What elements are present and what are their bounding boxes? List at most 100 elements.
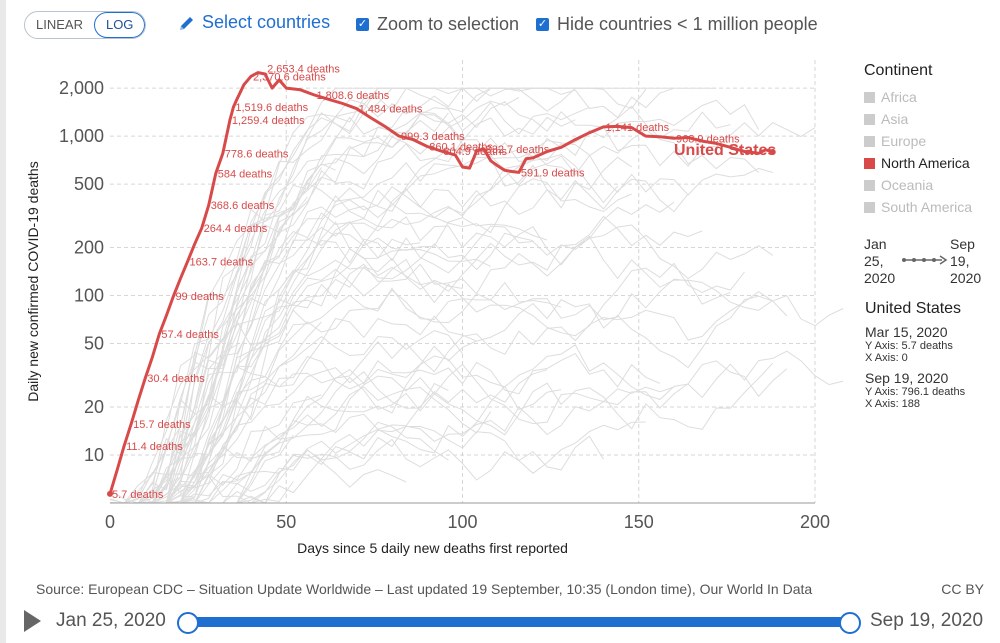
play-icon[interactable] bbox=[24, 610, 41, 632]
data-label: 1,808.6 deaths bbox=[316, 90, 389, 102]
legend-item[interactable]: Asia bbox=[864, 108, 994, 130]
x-tick-label: 100 bbox=[447, 512, 477, 532]
x-tick-label: 200 bbox=[800, 512, 830, 532]
background-country-line bbox=[110, 224, 773, 504]
zoom-to-selection-checkbox[interactable]: ✓ Zoom to selection bbox=[356, 14, 519, 35]
data-label: 5.7 deaths bbox=[112, 489, 164, 501]
license-link[interactable]: CC BY bbox=[941, 581, 984, 597]
range-end-date: Sep 19, 2020 bbox=[950, 236, 982, 286]
background-country-line bbox=[110, 178, 632, 504]
legend-label: Europe bbox=[881, 133, 927, 149]
chart-area: 10 20 50 100 200 500 1,000 2,000 0 50 100 150 200 Day… bbox=[25, 60, 844, 556]
data-label: 2,653.4 deaths bbox=[267, 64, 340, 76]
series-info-panel: United States Mar 15, 2020 Y Axis: 5.7 de… bbox=[865, 300, 995, 416]
date-range-indicator: Jan 25, 2020 Sep 19, 2020 bbox=[864, 236, 994, 290]
legend-swatch bbox=[864, 135, 875, 147]
background-country-line bbox=[110, 344, 844, 504]
background-country-line bbox=[110, 215, 703, 504]
data-label: 778.6 deaths bbox=[225, 148, 289, 160]
background-country-line bbox=[110, 352, 661, 504]
source-note: Source: European CDC – Situation Update … bbox=[36, 581, 813, 597]
legend-swatch bbox=[864, 91, 875, 103]
info-x-value: X Axis: 188 bbox=[865, 398, 921, 410]
timeline-end-handle[interactable] bbox=[839, 612, 861, 634]
scale-toggle: LINEAR LOG bbox=[24, 11, 147, 39]
background-country-line bbox=[110, 129, 759, 504]
data-label: 832.7 deaths bbox=[486, 144, 550, 156]
data-label: 15.7 deaths bbox=[133, 419, 191, 431]
info-date: Mar 15, 2020 bbox=[865, 324, 948, 340]
info-point: Mar 15, 2020 Y Axis: 5.7 deaths X Axis: 0 bbox=[865, 324, 995, 364]
background-country-line bbox=[110, 153, 618, 504]
background-country-line bbox=[110, 290, 844, 504]
data-label: 968.9 deaths bbox=[676, 133, 740, 145]
data-label: 368.6 deaths bbox=[211, 200, 275, 212]
background-country-line bbox=[110, 360, 788, 504]
data-label: 99 deaths bbox=[175, 291, 224, 303]
legend-item[interactable]: South America bbox=[864, 196, 994, 218]
x-axis-title: Days since 5 daily new deaths first repo… bbox=[297, 540, 568, 556]
legend-swatch bbox=[864, 157, 875, 169]
left-edge-bar bbox=[0, 0, 6, 643]
legend-label: Africa bbox=[881, 89, 917, 105]
hide-small-countries-checkbox[interactable]: ✓ Hide countries < 1 million people bbox=[536, 14, 818, 35]
timeline-start-handle[interactable] bbox=[177, 612, 199, 634]
checkbox-checked-icon: ✓ bbox=[356, 18, 369, 31]
x-tick-label: 50 bbox=[276, 512, 296, 532]
timeline-track[interactable] bbox=[186, 617, 850, 627]
y-tick-label: 1,000 bbox=[59, 126, 104, 146]
legend-label: South America bbox=[881, 199, 973, 215]
background-country-line bbox=[110, 101, 590, 504]
data-labels: 5.7 deaths 11.4 deaths 15.7 deaths 30.4 dea… bbox=[112, 64, 776, 501]
x-tick-label: 0 bbox=[105, 512, 115, 532]
checkbox-checked-icon: ✓ bbox=[536, 18, 549, 31]
background-country-line bbox=[110, 139, 773, 504]
legend-swatch bbox=[864, 201, 875, 213]
series-line-united-states bbox=[108, 71, 774, 495]
legend-label: Asia bbox=[881, 111, 909, 127]
data-label: 1,484 deaths bbox=[359, 104, 423, 116]
legend-swatch bbox=[864, 113, 875, 125]
legend-item[interactable]: Oceania bbox=[864, 174, 994, 196]
data-label: 1,519.6 deaths bbox=[235, 102, 308, 114]
data-label: 591.9 deaths bbox=[521, 167, 585, 179]
background-country-line bbox=[110, 156, 689, 504]
legend-label: North America bbox=[881, 155, 970, 171]
axes: 10 20 50 100 200 500 1,000 2,000 0 50 100 150 200 Day… bbox=[25, 78, 830, 556]
series-label: United States bbox=[674, 142, 776, 159]
x-tick-label: 150 bbox=[624, 512, 654, 532]
y-tick-label: 20 bbox=[84, 397, 104, 417]
background-country-line bbox=[110, 121, 816, 504]
data-label: 1,259.4 deaths bbox=[232, 115, 305, 127]
background-country-line bbox=[110, 281, 562, 504]
select-countries-link[interactable]: Select countries bbox=[178, 12, 330, 33]
data-label: 163.7 deaths bbox=[190, 256, 254, 268]
background-country-line bbox=[110, 196, 308, 504]
hide-small-countries-label: Hide countries < 1 million people bbox=[557, 14, 818, 34]
legend-item[interactable]: Africa bbox=[864, 86, 994, 108]
background-country-line bbox=[110, 112, 449, 504]
background-country-line bbox=[110, 235, 773, 504]
y-axis-title: Daily new confirmed COVID-19 deaths bbox=[25, 161, 41, 401]
timeline-start-label: Jan 25, 2020 bbox=[56, 610, 166, 631]
data-label: 804.9 deaths bbox=[443, 146, 507, 158]
background-country-line bbox=[110, 107, 576, 504]
y-tick-label: 500 bbox=[74, 174, 104, 194]
series-end-point bbox=[769, 148, 776, 155]
log-button[interactable]: LOG bbox=[93, 12, 146, 38]
continent-legend: Continent Africa Asia Europe North America O… bbox=[864, 62, 994, 218]
legend-item[interactable]: Europe bbox=[864, 130, 994, 152]
background-country-line bbox=[110, 101, 731, 504]
background-country-line bbox=[110, 87, 717, 504]
data-label: 57.4 deaths bbox=[161, 329, 219, 341]
linear-button[interactable]: LINEAR bbox=[36, 17, 83, 32]
select-countries-label: Select countries bbox=[202, 12, 331, 32]
data-label: 860.1 deaths bbox=[429, 142, 493, 154]
data-label: 1,141 deaths bbox=[606, 122, 670, 134]
legend-item[interactable]: North America bbox=[864, 152, 994, 174]
legend-swatch bbox=[864, 179, 875, 191]
background-country-line bbox=[110, 232, 534, 504]
info-country-name: United States bbox=[865, 300, 962, 317]
range-arrow-icon bbox=[902, 255, 948, 265]
y-tick-label: 50 bbox=[84, 334, 104, 354]
